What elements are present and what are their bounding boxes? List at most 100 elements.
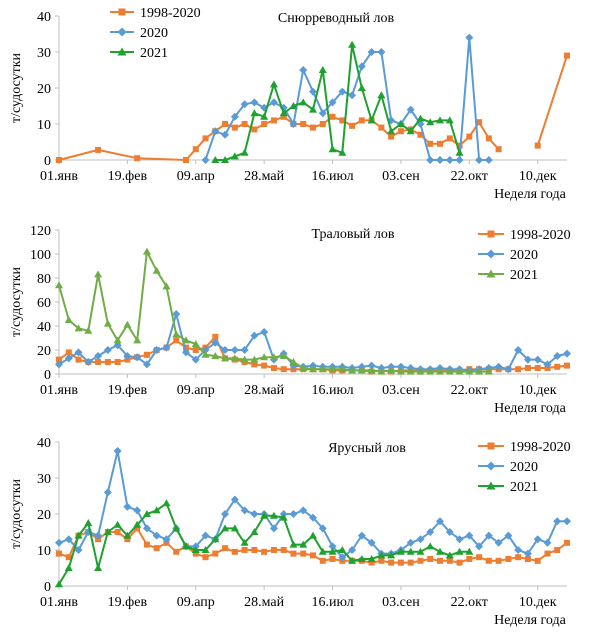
data-point [564, 362, 570, 369]
legend-marker [487, 230, 495, 238]
data-point [221, 510, 230, 518]
data-point [387, 127, 396, 135]
x-tick-label: 16.июл [311, 383, 353, 398]
data-point [260, 511, 269, 519]
y-tick-label: 100 [30, 248, 51, 263]
data-point [56, 157, 62, 163]
data-point [534, 365, 541, 371]
data-point [329, 113, 336, 120]
chart-panel-3: 0 10 20 30 40 01.янв 19.фев 09.апр 28.май 16.июл 0… [9, 436, 571, 628]
data-point [466, 133, 473, 140]
data-point [388, 559, 395, 566]
data-point [212, 333, 219, 340]
data-point [240, 100, 249, 109]
data-point [416, 535, 425, 544]
data-point [554, 363, 561, 370]
data-point [544, 550, 551, 557]
data-point [406, 367, 415, 375]
data-point [416, 367, 425, 375]
series-1998-2020 [56, 525, 570, 566]
data-point [445, 551, 454, 559]
data-point [564, 52, 570, 59]
data-point [416, 547, 425, 555]
legend: 1998-2020 2020 2021 [478, 440, 571, 495]
data-point [309, 531, 317, 539]
data-point [123, 531, 132, 539]
data-point [280, 547, 287, 553]
data-point [328, 547, 337, 555]
series-2021 [55, 499, 474, 588]
data-point [485, 557, 492, 564]
data-point [416, 114, 425, 122]
data-point [191, 355, 200, 364]
data-point [426, 367, 435, 375]
data-point [251, 126, 258, 133]
data-point [230, 112, 239, 121]
data-point [55, 538, 63, 547]
data-point [221, 524, 230, 532]
data-point [436, 517, 444, 526]
data-point [475, 542, 484, 551]
data-point [269, 353, 278, 361]
data-point [142, 247, 151, 255]
data-point [230, 346, 239, 354]
data-point [514, 546, 523, 554]
data-point [348, 91, 357, 100]
data-point [240, 506, 249, 515]
data-point [279, 352, 288, 359]
x-tick-label: 22.окт [451, 595, 488, 610]
data-point [240, 355, 249, 363]
data-point [172, 330, 181, 338]
data-point [300, 550, 307, 557]
data-point [192, 550, 199, 557]
data-point [211, 127, 220, 136]
data-point [357, 366, 366, 374]
data-point [192, 146, 199, 153]
data-point [134, 155, 141, 162]
data-point [309, 365, 317, 373]
x-tick-label: 09.апр [177, 169, 215, 184]
data-point [476, 554, 483, 561]
data-point [455, 148, 464, 156]
y-tick-label: 0 [44, 154, 51, 169]
data-point [437, 557, 443, 564]
data-point [367, 48, 376, 56]
data-point [515, 366, 522, 373]
data-point [445, 528, 454, 536]
data-point [289, 510, 298, 518]
legend-label: 1998-2020 [140, 6, 201, 21]
data-point [133, 353, 142, 362]
data-point [221, 130, 230, 139]
data-point [475, 156, 484, 164]
data-point [240, 538, 249, 546]
data-point [172, 524, 181, 532]
legend: 1998-2020 2020 2021 [478, 228, 571, 283]
data-point [162, 535, 171, 544]
data-point [153, 545, 160, 552]
legend-marker [117, 27, 127, 37]
data-point [563, 517, 571, 526]
data-point [318, 109, 327, 118]
data-point [103, 528, 112, 535]
chart-panel-1: 0 10 20 30 40 01.янв 19.фев 09.апр 28.май 16.июл 0… [9, 6, 570, 202]
data-point [357, 555, 366, 562]
data-point [143, 541, 150, 548]
data-point [543, 360, 552, 369]
data-point [494, 538, 503, 547]
legend-label: 2020 [510, 248, 538, 263]
data-point [367, 366, 376, 374]
data-point [515, 554, 522, 561]
data-point [338, 365, 347, 373]
y-tick-label: 60 [37, 296, 51, 311]
data-point [56, 356, 62, 363]
data-point [250, 528, 259, 535]
data-point [231, 124, 238, 131]
x-tick-label: 01.янв [40, 383, 78, 398]
data-point [183, 344, 189, 351]
data-point [212, 550, 219, 557]
data-point [445, 367, 454, 375]
data-point [524, 556, 531, 562]
data-point [299, 66, 308, 74]
data-point [377, 367, 386, 375]
data-point [191, 340, 200, 347]
